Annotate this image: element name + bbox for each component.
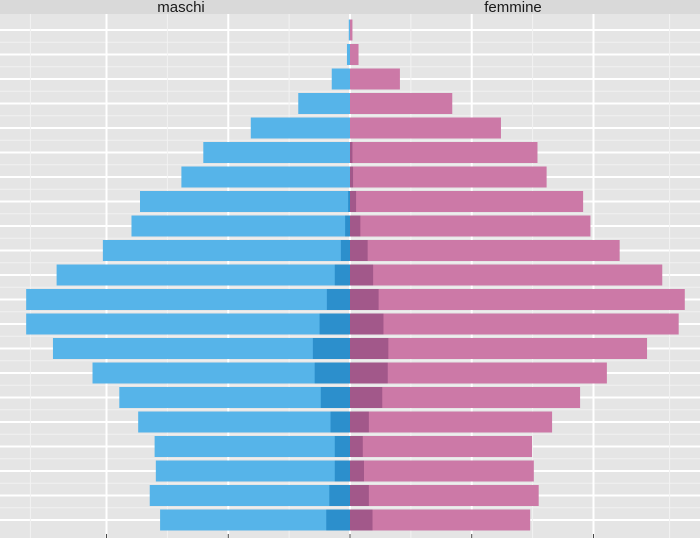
- bar-maschi: [160, 509, 350, 531]
- bar-femmine: [350, 117, 501, 139]
- bar-maschi: [346, 44, 350, 65]
- bar-femmine: [350, 509, 531, 531]
- bar-maschi: [250, 117, 350, 139]
- bar-femmine: [350, 509, 373, 531]
- bar-maschi: [334, 264, 350, 286]
- bar-femmine: [350, 93, 453, 114]
- bar-maschi: [181, 166, 350, 188]
- bar-femmine: [350, 264, 663, 286]
- bar-maschi: [345, 215, 350, 237]
- bar-maschi: [138, 411, 350, 433]
- bar-maschi: [329, 485, 350, 506]
- bar-femmine: [350, 264, 374, 286]
- bar-femmine: [350, 338, 389, 359]
- bar-maschi: [155, 460, 350, 482]
- bar-maschi: [26, 313, 350, 335]
- facet-strip: [0, 0, 700, 14]
- bar-maschi: [326, 509, 350, 531]
- bar-femmine: [350, 166, 547, 188]
- bar-femmine: [350, 289, 685, 310]
- bars: [26, 19, 685, 531]
- bar-femmine: [350, 411, 369, 433]
- bar-femmine: [350, 436, 363, 457]
- bar-femmine: [350, 215, 361, 237]
- bar-femmine: [350, 460, 364, 482]
- bar-maschi: [56, 264, 350, 286]
- bar-femmine: [350, 142, 538, 163]
- bar-femmine: [350, 362, 388, 384]
- bar-maschi: [119, 387, 350, 408]
- bar-femmine: [350, 240, 368, 261]
- bar-femmine: [350, 313, 679, 335]
- bar-maschi: [334, 436, 350, 457]
- bar-maschi: [330, 411, 350, 433]
- bar-maschi: [52, 338, 351, 359]
- bar-maschi: [102, 240, 350, 261]
- facet-label-maschi: maschi: [157, 0, 205, 16]
- bar-femmine: [350, 485, 539, 506]
- bar-maschi: [314, 362, 350, 384]
- bar-maschi: [331, 68, 350, 90]
- bar-maschi: [348, 19, 350, 41]
- bar-maschi: [334, 460, 350, 482]
- bar-maschi: [140, 191, 350, 212]
- bar-maschi: [340, 240, 350, 261]
- bar-maschi: [326, 289, 350, 310]
- bar-maschi: [131, 215, 350, 237]
- bar-femmine: [350, 313, 384, 335]
- bar-femmine: [350, 191, 357, 212]
- bar-femmine: [350, 191, 584, 212]
- bar-femmine: [350, 166, 354, 188]
- bar-maschi: [348, 191, 350, 212]
- bar-femmine: [350, 289, 379, 310]
- bar-femmine: [350, 338, 648, 359]
- bar-femmine: [350, 411, 553, 433]
- bar-maschi: [149, 485, 350, 506]
- bar-maschi: [320, 387, 350, 408]
- axis-ticks: [106, 534, 594, 538]
- bar-maschi: [312, 338, 350, 359]
- bar-femmine: [350, 142, 353, 163]
- bar-maschi: [298, 93, 350, 114]
- bar-femmine: [350, 485, 369, 506]
- bar-maschi: [319, 313, 350, 335]
- bar-femmine: [350, 215, 591, 237]
- bar-femmine: [350, 240, 620, 261]
- bar-maschi: [92, 362, 351, 384]
- bar-femmine: [350, 68, 400, 90]
- bar-femmine: [350, 387, 581, 408]
- bar-maschi: [203, 142, 350, 163]
- bar-femmine: [350, 436, 532, 457]
- bar-femmine: [350, 460, 534, 482]
- bar-femmine: [350, 19, 353, 41]
- bar-femmine: [350, 44, 359, 65]
- bar-femmine: [350, 387, 383, 408]
- bar-maschi: [26, 289, 350, 310]
- facet-label-femmine: femmine: [484, 0, 542, 16]
- bar-femmine: [350, 362, 607, 384]
- bar-maschi: [154, 436, 350, 457]
